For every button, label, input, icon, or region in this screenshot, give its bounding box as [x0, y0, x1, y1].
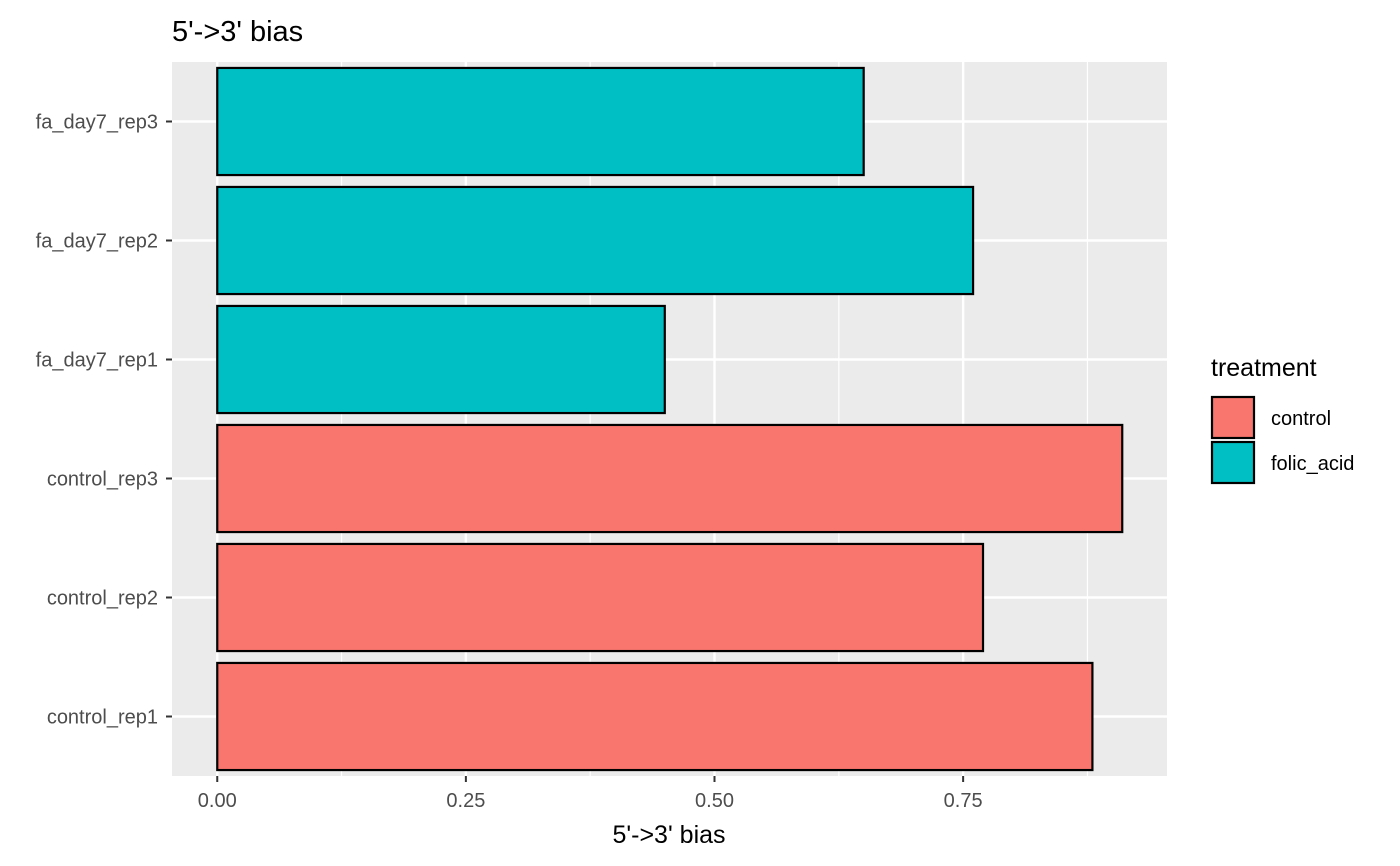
plot-panel	[172, 62, 1167, 776]
bar-fa_day7_rep2	[216, 185, 975, 296]
legend-key-control	[1210, 395, 1256, 440]
legend: treatment control folic_acid	[1210, 354, 1354, 485]
bars	[216, 66, 1124, 772]
legend-label-control: control	[1271, 408, 1331, 430]
y-tick-label: fa_day7_rep2	[36, 231, 158, 253]
legend-title: treatment	[1211, 354, 1317, 382]
x-tick-label: 0.50	[695, 790, 734, 812]
x-tick-label: 0.00	[198, 790, 237, 812]
bar-control_rep1	[216, 661, 1094, 772]
y-tick-label: control_rep1	[47, 707, 158, 729]
legend-label-folic_acid: folic_acid	[1271, 453, 1354, 475]
x-axis-title: 5'->3' bias	[612, 821, 725, 849]
bar-fa_day7_rep1	[216, 304, 666, 415]
legend-key-folic_acid	[1210, 440, 1256, 485]
y-axis: control_rep1 control_rep2 control_rep3 fa_d…	[36, 112, 172, 729]
bar-fa_day7_rep3	[216, 66, 865, 177]
y-tick-label: control_rep2	[47, 588, 158, 610]
y-tick-label: fa_day7_rep3	[36, 112, 158, 134]
y-tick-label: control_rep3	[47, 469, 158, 491]
x-tick-label: 0.75	[944, 790, 983, 812]
bar-control_rep3	[216, 423, 1124, 534]
bar-control_rep2	[216, 542, 985, 653]
x-axis: 0.00 0.25 0.50 0.75	[198, 776, 983, 812]
grid-minor	[340, 62, 1089, 776]
x-tick-label: 0.25	[446, 790, 485, 812]
y-tick-label: fa_day7_rep1	[36, 350, 158, 372]
chart-title: 5'->3' bias	[172, 16, 303, 48]
